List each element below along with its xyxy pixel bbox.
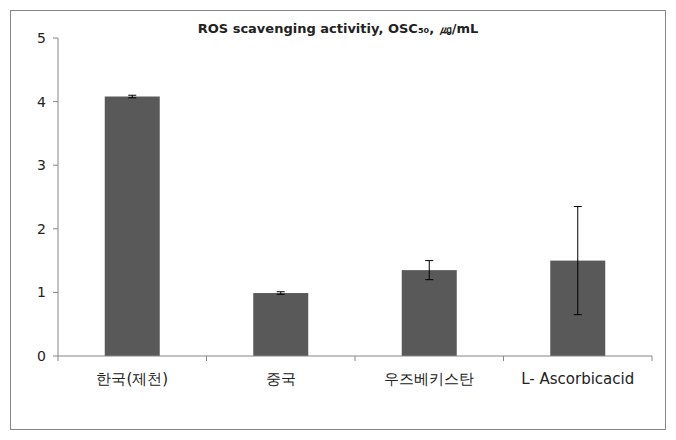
- x-tick-label: L- Ascorbicacid: [521, 370, 634, 388]
- chart-container: ROS scavenging activitiy, OSC₅₀, ㎍/mL 0 1 2…: [0, 0, 676, 440]
- bar: [105, 97, 160, 356]
- y-tick-label: 1: [37, 284, 46, 300]
- error-bar: [574, 207, 582, 315]
- y-tick: [53, 101, 58, 102]
- error-bar: [128, 95, 136, 98]
- bars: [105, 95, 606, 356]
- x-tick: [652, 356, 653, 361]
- bar: [253, 293, 308, 356]
- error-bar: [277, 292, 285, 295]
- y-tick: [53, 292, 58, 293]
- chart-title: ROS scavenging activitiy, OSC₅₀, ㎍/mL: [198, 21, 479, 36]
- x-tick-label: 우즈베키스탄: [384, 370, 474, 388]
- y-tick: [53, 165, 58, 166]
- y-tick-label: 4: [37, 94, 46, 110]
- y-tick: [53, 38, 58, 39]
- y-tick: [53, 356, 58, 357]
- chart-svg: ROS scavenging activitiy, OSC₅₀, ㎍/mL 0 1 2…: [0, 0, 676, 440]
- y-tick-label: 5: [37, 30, 46, 46]
- x-tick-label: 한국(제천): [96, 370, 168, 388]
- bar: [402, 270, 457, 356]
- error-bar: [425, 261, 433, 280]
- x-tick: [206, 356, 207, 361]
- y-axis: [58, 38, 59, 356]
- chart-frame: [11, 11, 666, 430]
- y-tick: [53, 228, 58, 229]
- y-tick-label: 0: [37, 348, 46, 364]
- x-tick-label: 중국: [266, 370, 296, 388]
- y-tick-label: 3: [37, 157, 46, 173]
- x-tick: [58, 356, 59, 361]
- x-tick: [503, 356, 504, 361]
- x-tick: [355, 356, 356, 361]
- y-tick-label: 2: [37, 221, 46, 237]
